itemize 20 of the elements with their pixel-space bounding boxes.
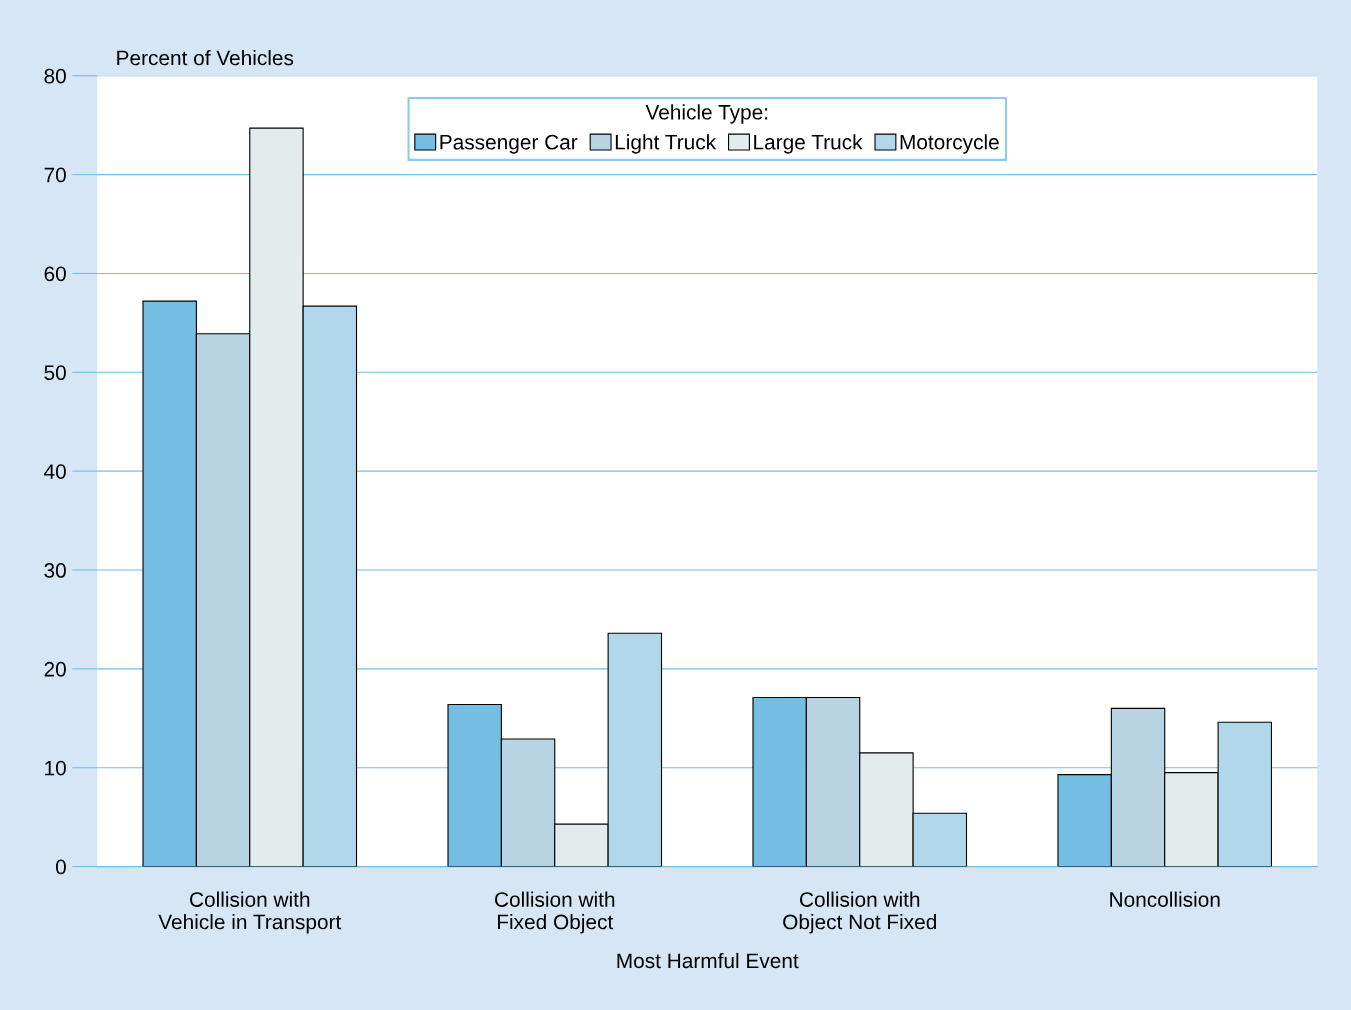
legend-label: Motorcycle [900, 134, 999, 154]
legend-label: Light Truck [615, 134, 717, 154]
x-tick-label: Collision with Vehicle in Transport [158, 891, 342, 934]
y-tick-label: 0 [55, 859, 66, 875]
y-tick-label: 10 [45, 760, 66, 776]
y-tick-label: 50 [44, 365, 66, 381]
y-tick-label: 30 [44, 563, 66, 578]
legend-label: Large Truck [754, 134, 863, 154]
x-axis-title: Most Harmful Event [617, 952, 799, 969]
legend-title: Vehicle Type: [645, 104, 768, 124]
x-tick-label: Collision with Fixed Object [495, 891, 615, 934]
y-tick-label: 70 [44, 167, 66, 183]
y-axis-title: Percent of Vehicles [117, 50, 294, 66]
x-tick-label: Noncollision [1110, 891, 1220, 907]
legend-label: Passenger Car [440, 134, 578, 154]
y-tick-label: 60 [44, 266, 66, 282]
y-tick-label: 40 [44, 464, 66, 479]
x-tick-label: Collision with Object Not Fixed [783, 891, 936, 934]
y-tick-label: 80 [44, 68, 66, 84]
y-tick-label: 20 [44, 661, 66, 677]
